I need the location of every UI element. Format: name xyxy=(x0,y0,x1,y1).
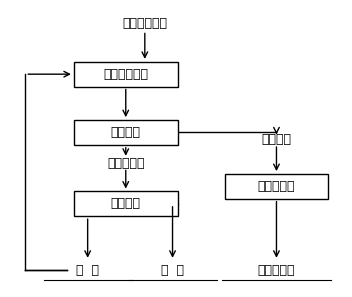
Text: 石  膏: 石 膏 xyxy=(161,264,184,277)
Text: 磷酸溶解磷矿: 磷酸溶解磷矿 xyxy=(103,68,148,81)
Text: 硫酸脱钙: 硫酸脱钙 xyxy=(111,198,141,210)
Text: 含稀土渣: 含稀土渣 xyxy=(262,133,291,146)
Text: 含稀土溶液: 含稀土溶液 xyxy=(258,264,295,277)
Text: 液固分离: 液固分离 xyxy=(111,126,141,139)
Bar xyxy=(74,62,178,86)
Bar xyxy=(74,120,178,145)
Bar xyxy=(225,174,328,199)
Text: 酸浸出稀土: 酸浸出稀土 xyxy=(258,180,295,193)
Text: 含稀土磷精矿: 含稀土磷精矿 xyxy=(122,17,167,30)
Bar xyxy=(74,192,178,216)
Text: 磷  酸: 磷 酸 xyxy=(76,264,99,277)
Text: 含磷钙滤液: 含磷钙滤液 xyxy=(107,157,145,170)
